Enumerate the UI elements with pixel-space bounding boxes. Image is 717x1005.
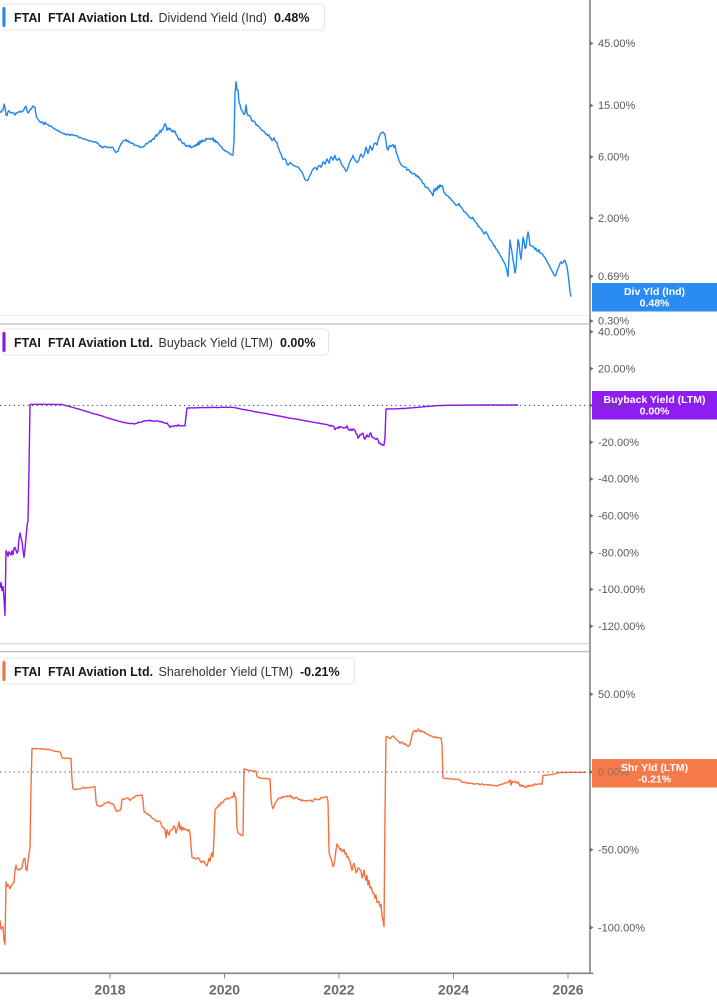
svg-text:0.30%: 0.30% xyxy=(598,316,629,328)
svg-text:FTAI: FTAI xyxy=(14,665,41,679)
svg-text:-100.00%: -100.00% xyxy=(598,584,645,596)
svg-text:2026: 2026 xyxy=(552,982,583,998)
svg-text:0.48%: 0.48% xyxy=(274,11,309,25)
svg-text:2022: 2022 xyxy=(323,982,354,998)
svg-text:40.00%: 40.00% xyxy=(598,327,636,339)
svg-text:Shr Yld (LTM): Shr Yld (LTM) xyxy=(621,762,688,774)
svg-text:Shareholder Yield (LTM): Shareholder Yield (LTM) xyxy=(159,665,294,679)
svg-text:-80.00%: -80.00% xyxy=(598,547,639,559)
svg-text:-40.00%: -40.00% xyxy=(598,474,639,486)
svg-text:-0.21%: -0.21% xyxy=(300,665,340,679)
svg-text:FTAI Aviation Ltd.: FTAI Aviation Ltd. xyxy=(48,665,153,679)
svg-text:20.00%: 20.00% xyxy=(598,363,636,375)
svg-text:0.00%: 0.00% xyxy=(640,406,670,418)
svg-text:15.00%: 15.00% xyxy=(598,100,636,112)
svg-text:Div Yld (Ind): Div Yld (Ind) xyxy=(624,286,685,298)
svg-text:Dividend Yield (Ind): Dividend Yield (Ind) xyxy=(159,11,267,25)
svg-text:-20.00%: -20.00% xyxy=(598,437,639,449)
svg-text:2018: 2018 xyxy=(94,982,125,998)
svg-text:-50.00%: -50.00% xyxy=(598,845,639,857)
svg-text:FTAI: FTAI xyxy=(14,11,41,25)
svg-text:-0.21%: -0.21% xyxy=(638,774,672,786)
svg-text:50.00%: 50.00% xyxy=(598,689,636,701)
svg-text:0.00%: 0.00% xyxy=(598,767,629,779)
svg-text:-60.00%: -60.00% xyxy=(598,511,639,523)
svg-text:-120.00%: -120.00% xyxy=(598,621,645,633)
svg-text:0.69%: 0.69% xyxy=(598,271,629,283)
svg-text:0.00%: 0.00% xyxy=(280,336,315,350)
svg-text:FTAI Aviation Ltd.: FTAI Aviation Ltd. xyxy=(48,336,153,350)
svg-text:6.00%: 6.00% xyxy=(598,152,629,164)
svg-text:-100.00%: -100.00% xyxy=(598,922,645,934)
svg-text:FTAI: FTAI xyxy=(14,336,41,350)
svg-text:2020: 2020 xyxy=(209,982,240,998)
svg-text:45.00%: 45.00% xyxy=(598,38,636,50)
svg-text:0.00%: 0.00% xyxy=(598,400,629,412)
svg-text:2024: 2024 xyxy=(438,982,469,998)
svg-text:Buyback Yield (LTM): Buyback Yield (LTM) xyxy=(604,394,706,406)
svg-text:0.48%: 0.48% xyxy=(640,298,670,310)
svg-text:FTAI Aviation Ltd.: FTAI Aviation Ltd. xyxy=(48,11,153,25)
svg-text:Buyback Yield (LTM): Buyback Yield (LTM) xyxy=(159,336,273,350)
svg-text:2.00%: 2.00% xyxy=(598,213,629,225)
